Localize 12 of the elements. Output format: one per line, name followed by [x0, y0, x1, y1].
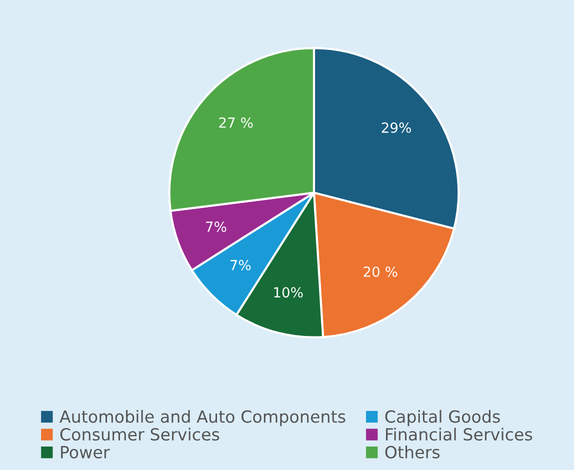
legend-label: Consumer Services: [60, 428, 220, 441]
data-label: 7%: [230, 260, 251, 270]
legend-label: Others: [385, 446, 440, 458]
data-label: 7%: [206, 222, 226, 232]
legend-label: Capital Goods: [385, 410, 500, 426]
legend-label: Power: [61, 446, 110, 458]
data-label: 29%: [382, 122, 411, 133]
data-label: 27 %: [219, 117, 253, 128]
data-label: 20 %: [364, 266, 398, 277]
legend-label: Financial Services: [386, 428, 532, 441]
data-label: 10%: [274, 287, 303, 298]
legend-label: Automobile and Auto Components: [60, 410, 346, 426]
